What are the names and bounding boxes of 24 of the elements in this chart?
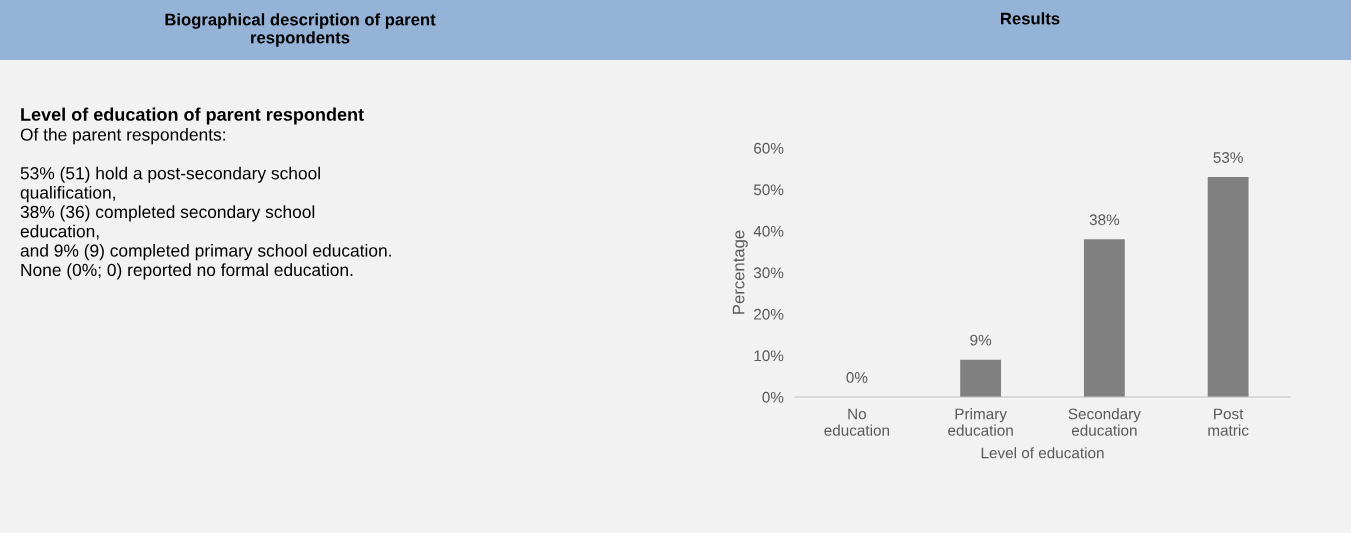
bar xyxy=(1207,177,1249,397)
text: Level of education of parent respondent xyxy=(21,107,364,125)
x-tick-label: Post matric xyxy=(1208,408,1249,436)
x-tick-label: Secondary education xyxy=(1068,408,1141,436)
data-label: 9% xyxy=(970,334,992,346)
y-tick-label: 20% xyxy=(754,308,784,320)
y-tick-label: 40% xyxy=(753,225,784,237)
y-tick-label: 50% xyxy=(753,184,784,196)
data-label: 0% xyxy=(846,372,868,383)
bar xyxy=(960,359,1002,397)
data-label: 53% xyxy=(1213,152,1243,163)
y-tick-label: 30% xyxy=(753,267,784,279)
text: Of the parent respondents: 53% (51) hold a post-secondary school qualification, 38% (36) completed secondary school education, and 9% (9) completed primary school education. None (0%; 0) reported no formal education. xyxy=(20,128,391,280)
x-tick-label: No education xyxy=(824,408,890,436)
y-tick-label: 10% xyxy=(754,350,784,362)
y-tick-label: 0% xyxy=(762,391,784,403)
x-tick-label: Primary education xyxy=(948,408,1013,436)
text: Results xyxy=(1001,12,1060,25)
bar xyxy=(1083,239,1125,397)
y-axis-title: Percentage xyxy=(732,230,748,314)
data-label: 38% xyxy=(1089,214,1120,226)
text: Biographical description of parent respondents xyxy=(165,13,436,47)
y-tick-label: 60% xyxy=(754,142,784,154)
x-axis-title: Level of education xyxy=(981,447,1104,459)
